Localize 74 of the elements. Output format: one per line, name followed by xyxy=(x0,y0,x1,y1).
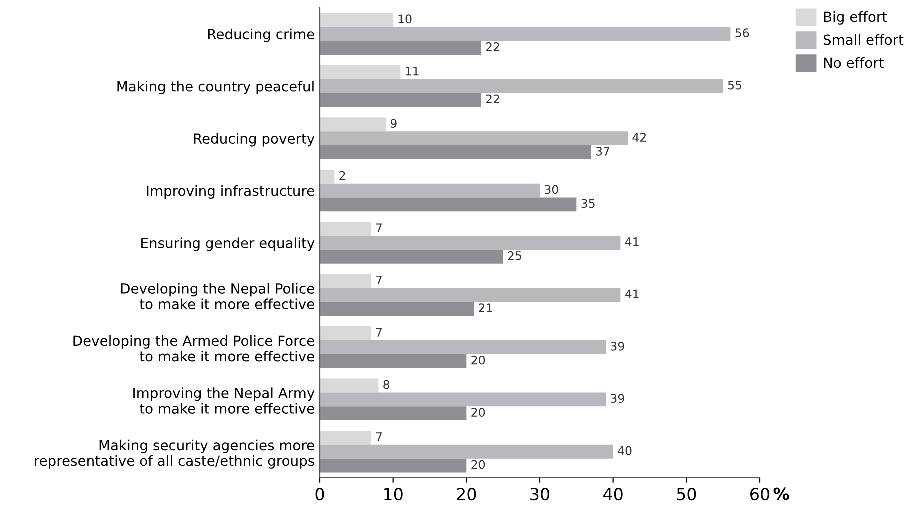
data-label: 7 xyxy=(376,224,382,232)
bar xyxy=(320,41,482,55)
data-label: 9 xyxy=(390,119,397,128)
bar xyxy=(320,198,577,212)
bar xyxy=(320,93,482,108)
data-label: 7 xyxy=(376,328,382,337)
bar xyxy=(320,250,504,264)
x-tick-label: 20 xyxy=(457,488,476,501)
data-label: 10 xyxy=(398,14,412,24)
data-label: 35 xyxy=(582,199,595,208)
data-label: 20 xyxy=(472,356,486,365)
data-label: 39 xyxy=(611,394,624,404)
data-label: 21 xyxy=(479,304,492,312)
bar xyxy=(320,170,335,184)
bar xyxy=(320,132,628,146)
x-tick-label: 30 xyxy=(530,488,550,501)
bar xyxy=(320,65,401,80)
bar xyxy=(320,184,540,198)
data-label: 20 xyxy=(472,408,486,418)
legend-label: Big effort xyxy=(824,11,888,25)
bar xyxy=(320,378,379,393)
bar xyxy=(320,354,467,368)
data-label: 30 xyxy=(545,185,558,194)
data-label: 11 xyxy=(406,67,419,76)
data-label: 41 xyxy=(625,238,639,246)
bar xyxy=(320,340,606,354)
y-tick-label: Improving infrastructure xyxy=(147,186,314,199)
bar xyxy=(320,326,372,340)
x-tick-label: 40 xyxy=(604,488,623,501)
y-tick-label: Making the country peaceful xyxy=(118,81,314,94)
bar xyxy=(320,274,372,288)
legend-label: No effort xyxy=(824,57,884,68)
data-label: 41 xyxy=(625,290,639,298)
data-label: 37 xyxy=(596,146,610,156)
y-tick-label: Reducing poverty xyxy=(194,133,315,147)
data-label: 7 xyxy=(376,432,382,442)
x-tick-label: 50 xyxy=(677,488,696,501)
bar xyxy=(320,406,467,421)
data-label: 8 xyxy=(384,380,390,390)
data-label: 40 xyxy=(618,446,632,456)
bar xyxy=(320,288,621,302)
bar xyxy=(320,392,606,407)
y-tick-label: Reducing crime xyxy=(208,28,314,42)
bar xyxy=(320,236,621,250)
data-label: 2 xyxy=(340,171,346,180)
data-label: 20 xyxy=(472,460,486,470)
y-tick-label: Improving the Nepal Army to make it more effective xyxy=(134,388,315,414)
data-label: 25 xyxy=(508,251,522,260)
y-tick-label: Developing the Nepal Police to make it more effective xyxy=(121,283,314,310)
y-tick-label: Ensuring gender equality xyxy=(142,238,315,252)
bar xyxy=(320,458,467,473)
bar xyxy=(320,79,724,94)
bar xyxy=(320,444,614,459)
x-axis-title: % xyxy=(774,488,790,500)
data-label: 22 xyxy=(486,94,500,104)
x-tick-label: 10 xyxy=(384,488,403,501)
legend-label: Small effort xyxy=(824,34,904,46)
y-tick-label: Developing the Armed Police Force to make it more effective xyxy=(74,335,314,362)
bar xyxy=(320,431,372,445)
bar xyxy=(320,222,372,236)
data-label: 55 xyxy=(728,80,742,90)
x-tick-label: 0 xyxy=(316,488,324,501)
bar xyxy=(320,27,731,42)
data-label: 39 xyxy=(611,342,624,351)
y-tick-label: Making security agencies more representative of all caste/ethnic groups xyxy=(35,440,314,469)
x-tick-label: 60 xyxy=(750,488,770,501)
bar xyxy=(320,118,386,132)
data-label: 7 xyxy=(376,276,382,285)
bar xyxy=(320,146,592,160)
data-label: 22 xyxy=(486,42,500,52)
bar xyxy=(320,302,474,316)
data-label: 42 xyxy=(632,133,646,142)
data-label: 56 xyxy=(736,28,750,38)
bar xyxy=(320,13,394,28)
